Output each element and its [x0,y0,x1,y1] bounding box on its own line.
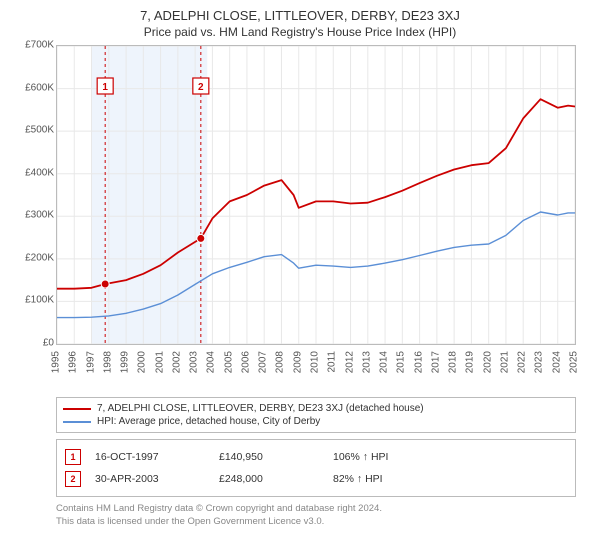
transaction-price: £248,000 [219,473,319,485]
y-tick-label: £0 [43,338,54,349]
x-tick-label: 2023 [534,351,545,373]
x-tick-label: 2009 [292,351,303,373]
x-tick-label: 2020 [482,351,493,373]
y-tick-label: £600K [25,82,54,93]
x-tick-label: 2024 [551,351,562,373]
legend-item: HPI: Average price, detached house, City… [63,415,569,428]
x-tick-label: 2006 [240,351,251,373]
x-tick-label: 2021 [499,351,510,373]
legend-swatch [63,421,91,423]
y-axis-labels: £0£100K£200K£300K£400K£500K£600K£700K [10,45,56,345]
legend-item: 7, ADELPHI CLOSE, LITTLEOVER, DERBY, DE2… [63,402,569,415]
x-tick-label: 2005 [223,351,234,373]
transaction-row: 2 30-APR-2003 £248,000 82% ↑ HPI [65,468,567,490]
x-tick-label: 2013 [361,351,372,373]
legend-label: HPI: Average price, detached house, City… [97,416,320,427]
x-tick-label: 2019 [465,351,476,373]
x-tick-label: 1996 [68,351,79,373]
x-tick-label: 2025 [569,351,580,373]
plot-svg: 12 [57,46,575,344]
legend-swatch [63,408,91,410]
subtitle: Price paid vs. HM Land Registry's House … [10,25,590,39]
x-tick-label: 2022 [517,351,528,373]
transaction-date: 30-APR-2003 [95,473,205,485]
title: 7, ADELPHI CLOSE, LITTLEOVER, DERBY, DE2… [10,8,590,23]
transaction-hpi: 106% ↑ HPI [333,451,453,463]
x-tick-label: 2002 [171,351,182,373]
x-tick-label: 2018 [448,351,459,373]
x-tick-label: 2003 [189,351,200,373]
x-tick-label: 2015 [396,351,407,373]
legend: 7, ADELPHI CLOSE, LITTLEOVER, DERBY, DE2… [56,397,576,433]
transaction-badge: 1 [65,449,81,465]
y-tick-label: £400K [25,167,54,178]
x-tick-label: 2014 [379,351,390,373]
x-tick-label: 2010 [310,351,321,373]
transaction-row: 1 16-OCT-1997 £140,950 106% ↑ HPI [65,446,567,468]
x-tick-label: 2011 [327,351,338,373]
x-tick-label: 2017 [430,351,441,373]
svg-text:1: 1 [102,82,108,93]
transactions-table: 1 16-OCT-1997 £140,950 106% ↑ HPI 2 30-APR-20… [56,439,576,497]
transaction-badge: 2 [65,471,81,487]
legend-label: 7, ADELPHI CLOSE, LITTLEOVER, DERBY, DE2… [97,403,424,414]
x-tick-label: 2012 [344,351,355,373]
x-tick-label: 2016 [413,351,424,373]
transaction-hpi: 82% ↑ HPI [333,473,453,485]
x-axis-labels: 1995199619971998199920002001200220032004… [56,347,576,395]
y-tick-label: £700K [25,40,54,51]
x-tick-label: 1998 [102,351,113,373]
footer-line-2: This data is licensed under the Open Gov… [56,516,576,529]
x-tick-label: 2008 [275,351,286,373]
plot-area: 12 [56,45,576,345]
x-tick-label: 2000 [137,351,148,373]
footer-line-1: Contains HM Land Registry data © Crown c… [56,503,576,516]
x-tick-label: 1995 [51,351,62,373]
footer: Contains HM Land Registry data © Crown c… [56,503,576,529]
x-tick-label: 1997 [85,351,96,373]
transaction-date: 16-OCT-1997 [95,451,205,463]
x-tick-label: 2004 [206,351,217,373]
chart: £0£100K£200K£300K£400K£500K£600K£700K 12… [10,45,590,395]
x-tick-label: 1999 [120,351,131,373]
y-tick-label: £200K [25,252,54,263]
svg-text:2: 2 [198,82,204,93]
x-tick-label: 2001 [154,351,165,373]
y-tick-label: £300K [25,210,54,221]
x-tick-label: 2007 [258,351,269,373]
y-tick-label: £100K [25,295,54,306]
y-tick-label: £500K [25,125,54,136]
transaction-price: £140,950 [219,451,319,463]
